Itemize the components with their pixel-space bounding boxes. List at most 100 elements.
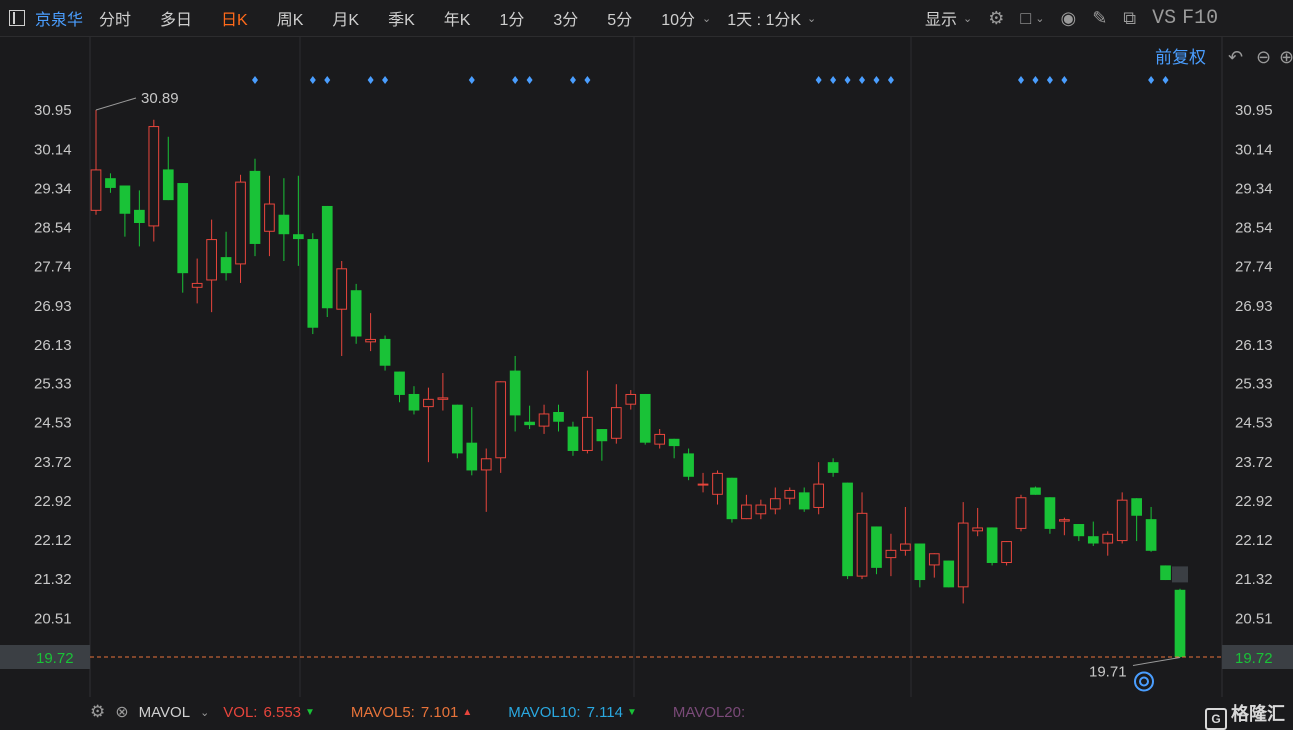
tab-yearly-k[interactable]: 年K — [443, 12, 471, 29]
fullscreen-icon[interactable]: ⧉ — [1123, 7, 1137, 28]
adjust-label[interactable]: 前复权 — [1155, 48, 1206, 67]
candle-body — [1059, 519, 1070, 522]
kline-chart-svg[interactable]: 前复权 ↶ ⊖ ⊕ 30.95 30.95 30.14 30.14 29.34 29.34 28.5… — [0, 37, 1293, 697]
panel-toggle-icon[interactable] — [9, 10, 25, 26]
candle-body — [741, 504, 752, 520]
candle-body — [1001, 541, 1012, 563]
candle-body — [90, 169, 102, 211]
candle-body — [538, 413, 550, 427]
y-tick-right: 29.34 — [1235, 180, 1273, 197]
tab-multiday[interactable]: 多日 — [160, 12, 193, 29]
kline-chart[interactable]: 前复权 ↶ ⊖ ⊕ 30.95 30.95 30.14 30.14 29.34 29.34 28.5… — [0, 37, 1293, 697]
candle-body — [1131, 498, 1142, 516]
y-tick-left: 29.34 — [34, 180, 72, 197]
tab-intraday[interactable]: 分时 — [99, 12, 132, 29]
high-leader-line — [95, 97, 137, 111]
draw-rect-icon[interactable]: □ — [1020, 7, 1032, 28]
candle-body — [206, 239, 217, 281]
candle-body — [610, 407, 622, 439]
stock-name[interactable]: 京泉华 — [35, 12, 84, 29]
y-tick-right: 22.92 — [1235, 493, 1273, 510]
right-axis-panel — [1222, 37, 1293, 697]
y-tick-left: 28.54 — [34, 219, 72, 236]
period-select[interactable]: 1天 : 1分K — [727, 12, 802, 29]
candle-body — [1073, 524, 1085, 537]
y-tick-left: 23.72 — [34, 454, 72, 471]
candle-body — [495, 381, 507, 459]
tab-daily-k[interactable]: 日K — [221, 12, 248, 29]
candle-body — [1015, 497, 1027, 529]
y-tick-left: 30.95 — [34, 102, 72, 119]
tab-weekly-k[interactable]: 周K — [276, 12, 304, 29]
tab-quarterly-k[interactable]: 季K — [388, 12, 415, 29]
candle-body — [264, 203, 275, 232]
candle-body — [480, 458, 492, 471]
candle-body — [755, 504, 767, 515]
last-price-right: 19.72 — [1235, 650, 1273, 667]
vol-label: VOL: — [223, 703, 258, 721]
candle-body — [856, 512, 868, 577]
event-marker — [512, 76, 519, 84]
candle-body — [220, 257, 232, 274]
settings-gear-icon[interactable]: ⚙ — [988, 7, 1005, 28]
tab-5min[interactable]: 5分 — [607, 12, 633, 29]
candle-body — [379, 338, 391, 366]
event-marker — [367, 76, 374, 84]
display-menu[interactable]: 显示 — [925, 12, 958, 29]
candle-body — [336, 268, 348, 310]
y-tick-left: 27.74 — [34, 258, 72, 275]
candle-body — [1030, 487, 1041, 495]
candle-body — [105, 178, 116, 188]
candle-body — [1160, 565, 1171, 581]
cursor-marker — [1172, 566, 1188, 583]
tab-1min[interactable]: 1分 — [499, 12, 525, 29]
candle-body — [567, 426, 579, 451]
event-marker — [526, 76, 533, 84]
chevron-down-icon[interactable]: ⌄ — [200, 706, 210, 719]
tab-10min[interactable]: 10分 — [661, 12, 696, 29]
candle-body — [928, 553, 940, 566]
event-marker — [815, 76, 822, 84]
candle-body — [162, 169, 174, 201]
last-price-tag-right — [1222, 645, 1293, 669]
y-tick-right: 21.32 — [1235, 571, 1273, 588]
mavol5-value: 7.101 — [420, 703, 459, 721]
f10-button[interactable]: F10 — [1182, 6, 1219, 30]
candle-body — [524, 421, 535, 426]
pencil-icon[interactable]: ✎ — [1092, 7, 1108, 28]
settings-gear-icon[interactable]: ⚙ — [90, 702, 106, 721]
candle-body — [957, 522, 969, 588]
y-tick-left: 30.14 — [34, 141, 72, 158]
candle-body — [307, 239, 319, 328]
vs-button[interactable]: VS — [1152, 6, 1177, 30]
candle-body — [278, 214, 290, 235]
minus-circle-icon: ⊖ — [1256, 47, 1271, 67]
chevron-down-icon[interactable]: ⌄ — [1035, 12, 1045, 25]
tab-3min[interactable]: 3分 — [553, 12, 579, 29]
last-price-tag-left — [0, 645, 90, 669]
chevron-down-icon[interactable]: ⌄ — [963, 12, 973, 25]
tab-monthly-k[interactable]: 月K — [332, 12, 360, 29]
candle-body — [972, 527, 984, 532]
close-icon[interactable]: ⊗ — [115, 704, 129, 721]
event-marker — [309, 76, 316, 84]
event-marker — [569, 76, 576, 84]
candle-body — [582, 416, 593, 451]
candle-body — [437, 397, 449, 400]
target-icon[interactable] — [1134, 671, 1154, 692]
candle-body — [900, 543, 911, 551]
candle-body — [350, 290, 362, 337]
camera-icon[interactable]: ◉ — [1060, 7, 1077, 28]
last-price-left: 19.72 — [36, 650, 74, 667]
y-tick-right: 30.14 — [1235, 141, 1273, 158]
candle-body — [134, 209, 145, 224]
y-tick-right: 26.93 — [1235, 298, 1273, 315]
candle-body — [321, 205, 333, 309]
chevron-down-icon[interactable]: ⌄ — [807, 12, 817, 25]
mavol5-label: MAVOL5: — [350, 703, 415, 721]
indicator-name[interactable]: MAVOL — [138, 703, 191, 721]
y-tick-right: 24.53 — [1235, 415, 1273, 432]
chevron-down-icon[interactable]: ⌄ — [702, 12, 712, 25]
y-tick-right: 26.13 — [1235, 337, 1273, 354]
candle-body — [466, 442, 478, 471]
